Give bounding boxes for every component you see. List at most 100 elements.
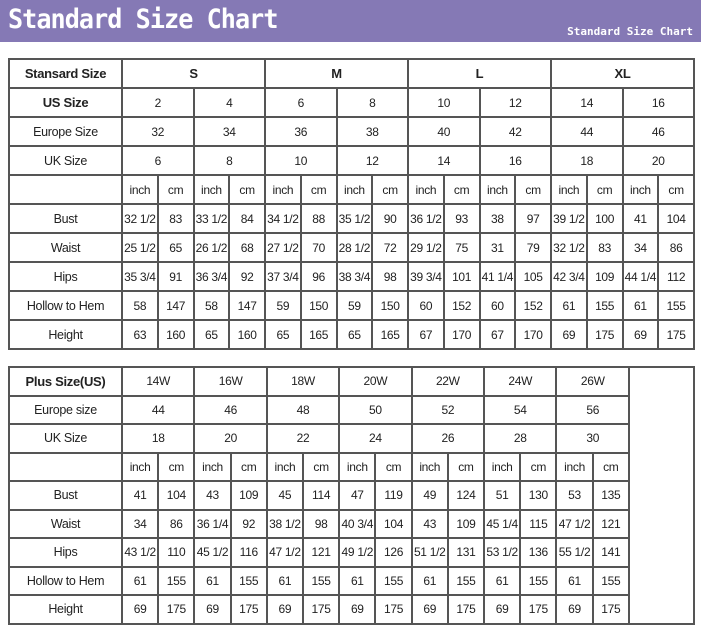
measurement-value: 75 (442, 232, 481, 263)
measurement-value: 126 (374, 537, 413, 568)
europe-size-cell: 32 (121, 116, 195, 147)
unit-cell: inch (621, 174, 660, 205)
measurement-value: 58 (192, 290, 231, 321)
measurement-value: 65 (156, 232, 195, 263)
measurement-value: 104 (657, 203, 695, 234)
measurement-value: 147 (228, 290, 266, 321)
uk-size-cell: 12 (335, 145, 409, 176)
measurement-value: 61 (410, 565, 449, 596)
europe-size-label: Europe Size (8, 116, 123, 147)
uk-size-cell: 20 (193, 423, 268, 454)
measurement-value: 60 (407, 290, 445, 321)
measurement-value: 47 1/2 (555, 508, 594, 539)
size-group-xl: XL (550, 58, 695, 89)
plus-size-cell: 22W (410, 366, 486, 397)
europe-size-cell: 36 (264, 116, 338, 147)
measurement-value: 47 (338, 480, 377, 511)
page-subtitle: Standard Size Chart (567, 25, 693, 38)
measurement-value: 27 1/2 (264, 232, 302, 263)
europe-size-cell: 46 (193, 394, 268, 425)
measurement-value: 92 (228, 261, 266, 292)
europe-size-cell: 56 (555, 394, 630, 425)
unit-cell: inch (335, 174, 374, 205)
measurement-value: 28 1/2 (335, 232, 374, 263)
measurement-value: 155 (446, 565, 486, 596)
measurement-value: 45 1/4 (483, 508, 522, 539)
measurement-value: 25 1/2 (121, 232, 159, 263)
size-group-m: M (264, 58, 409, 89)
measurement-value: 97 (514, 203, 552, 234)
measurement-value: 101 (442, 261, 481, 292)
measurement-value: 49 (410, 480, 449, 511)
measurement-value: 131 (446, 537, 486, 568)
unit-cell: cm (374, 451, 413, 482)
header-banner: Standard Size Chart Standard Size Chart (0, 0, 701, 42)
uk-size-row: UK Size 6 8 10 12 14 16 18 20 (8, 145, 695, 176)
measurement-value: 175 (157, 594, 196, 625)
unit-cell: inch (555, 451, 594, 482)
measurement-value: 61 (483, 565, 522, 596)
measurement-value: 72 (371, 232, 409, 263)
measurement-value: 175 (374, 594, 413, 625)
measurement-label: Waist (8, 232, 123, 263)
measurement-value: 155 (374, 565, 413, 596)
measurement-value: 61 (338, 565, 377, 596)
measurement-value: 119 (374, 480, 413, 511)
unit-cell: inch (192, 174, 231, 205)
plus-size-cell: 14W (120, 366, 196, 397)
uk-size-cell: 8 (192, 145, 266, 176)
europe-size-cell: 42 (478, 116, 552, 147)
measurement-value: 98 (371, 261, 409, 292)
measurement-row-height: Height 63 160 65 160 65 165 65 165 67 170 67 170 69 17… (8, 319, 695, 350)
blank-column (628, 366, 695, 625)
measurement-value: 86 (157, 508, 196, 539)
unit-cell: inch (120, 451, 160, 482)
units-row: inch cm inch cm inch cm inch cm inch cm inch cm inch… (8, 451, 694, 482)
size-group-s: S (121, 58, 266, 89)
measurement-value: 155 (657, 290, 695, 321)
unit-cell: inch (478, 174, 517, 205)
europe-size-cell: 46 (621, 116, 695, 147)
measurement-value: 155 (302, 565, 341, 596)
measurement-value: 41 1/4 (478, 261, 517, 292)
europe-size-cell: 40 (407, 116, 481, 147)
measurement-value: 61 (193, 565, 232, 596)
measurement-value: 155 (585, 290, 624, 321)
measurement-value: 175 (302, 594, 341, 625)
measurement-value: 43 1/2 (120, 537, 160, 568)
uk-size-cell: 10 (264, 145, 338, 176)
measurement-value: 69 (555, 594, 594, 625)
uk-size-cell: 22 (265, 423, 341, 454)
uk-size-cell: 24 (338, 423, 413, 454)
unit-cell: cm (157, 451, 196, 482)
europe-size-cell: 38 (335, 116, 409, 147)
measurement-label: Waist (8, 508, 123, 539)
measurement-value: 67 (478, 319, 517, 350)
measurement-value: 61 (621, 290, 660, 321)
measurement-value: 41 (120, 480, 160, 511)
measurement-value: 34 (621, 232, 660, 263)
measurement-row-waist: Waist 25 1/2 65 26 1/2 68 27 1/2 70 28 1/2 72 29 … (8, 232, 695, 263)
measurement-value: 35 1/2 (335, 203, 374, 234)
measurement-value: 91 (156, 261, 195, 292)
unit-cell: cm (585, 174, 624, 205)
unit-cell: inch (407, 174, 445, 205)
measurement-value: 124 (446, 480, 486, 511)
measurement-value: 58 (121, 290, 159, 321)
measurement-value: 61 (555, 565, 594, 596)
measurement-value: 114 (302, 480, 341, 511)
measurement-value: 43 (410, 508, 449, 539)
uk-size-label: UK Size (8, 423, 123, 454)
measurement-value: 51 (483, 480, 522, 511)
measurement-value: 38 3/4 (335, 261, 374, 292)
page-title: Standard Size Chart (8, 4, 278, 35)
unit-cell: cm (591, 451, 631, 482)
measurement-value: 42 3/4 (550, 261, 588, 292)
measurement-value: 53 (555, 480, 594, 511)
measurement-value: 69 (550, 319, 588, 350)
measurement-value: 33 1/2 (192, 203, 231, 234)
measurement-value: 39 3/4 (407, 261, 445, 292)
europe-size-row: Europe size 44 46 48 50 52 54 56 (8, 394, 694, 425)
uk-size-cell: 26 (410, 423, 486, 454)
measurement-value: 141 (591, 537, 631, 568)
